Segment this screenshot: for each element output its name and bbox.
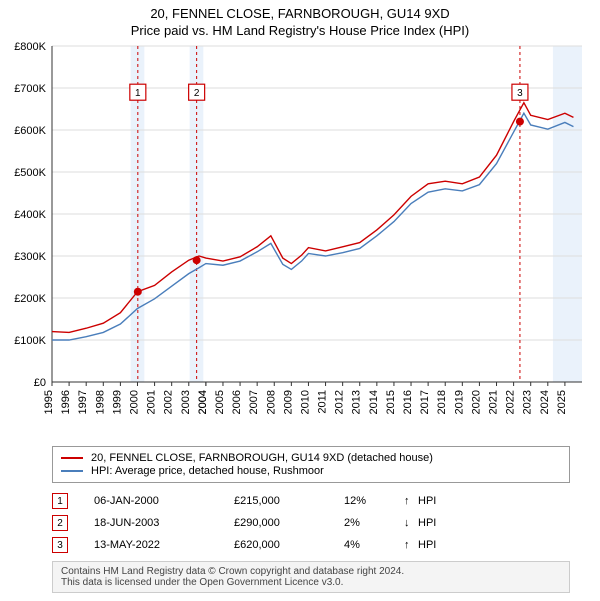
marker-badge-2: 2	[189, 84, 205, 100]
legend-swatch	[61, 470, 83, 472]
x-tick-label: 2004	[197, 390, 209, 414]
transaction-hpi: HPI	[418, 517, 436, 529]
x-tick-label: 2002	[163, 390, 175, 414]
x-tick-label: 2003	[180, 390, 192, 414]
transaction-price: £290,000	[234, 517, 344, 529]
legend-item: 20, FENNEL CLOSE, FARNBOROUGH, GU14 9XD …	[61, 452, 561, 464]
transaction-date: 13-MAY-2022	[94, 539, 234, 551]
transaction-row: 3 13-MAY-2022£620,0004%↑HPI	[52, 537, 570, 553]
y-tick-label: £200K	[14, 293, 46, 305]
x-tick-label: 2012	[334, 390, 346, 414]
legend-label: HPI: Average price, detached house, Rush…	[91, 465, 324, 477]
transaction-badge: 1	[52, 493, 68, 509]
transaction-arrow: ↓	[404, 517, 418, 529]
x-tick-label: 2010	[299, 390, 311, 414]
x-tick-label: 2014	[368, 390, 380, 414]
x-tick-label: 2020	[470, 390, 482, 414]
transaction-pct: 2%	[344, 517, 404, 529]
transaction-hpi: HPI	[418, 539, 436, 551]
transaction-pct: 12%	[344, 495, 404, 507]
x-tick-label: 2009	[282, 390, 294, 414]
x-tick-label: 1999	[111, 390, 123, 414]
transaction-price: £620,000	[234, 539, 344, 551]
x-tick-label: 2011	[317, 390, 329, 414]
x-tick-label: 2005	[214, 390, 226, 414]
svg-text:3: 3	[517, 88, 523, 99]
transaction-badge: 3	[52, 537, 68, 553]
x-tick-label: 2015	[385, 390, 397, 414]
transaction-date: 06-JAN-2000	[94, 495, 234, 507]
legend: 20, FENNEL CLOSE, FARNBOROUGH, GU14 9XD …	[52, 446, 570, 483]
legend-item: HPI: Average price, detached house, Rush…	[61, 465, 561, 477]
transaction-row: 2 18-JUN-2003£290,0002%↓HPI	[52, 515, 570, 531]
chart-subtitle: Price paid vs. HM Land Registry's House …	[10, 23, 590, 38]
x-tick-label: 2023	[522, 390, 534, 414]
x-tick-label: 2008	[265, 390, 277, 414]
x-tick-label: 2007	[248, 390, 260, 414]
y-tick-label: £700K	[14, 83, 46, 95]
marker-badge-3: 3	[512, 84, 528, 100]
x-tick-label: 2024	[539, 390, 551, 414]
x-tick-label: 2001	[146, 390, 158, 414]
x-tick-label: 1997	[77, 390, 89, 414]
x-tick-label: 2006	[231, 390, 243, 414]
transaction-date: 18-JUN-2003	[94, 517, 234, 529]
transaction-arrow: ↑	[404, 495, 418, 507]
legend-swatch	[61, 457, 83, 459]
y-tick-label: £800K	[14, 41, 46, 53]
y-tick-label: £0	[34, 377, 46, 389]
footnote-line1: Contains HM Land Registry data © Crown c…	[61, 566, 561, 577]
svg-text:1: 1	[135, 88, 141, 99]
footnote-line2: This data is licensed under the Open Gov…	[61, 577, 561, 588]
x-tick-label: 2018	[436, 390, 448, 414]
marker-badge-1: 1	[130, 84, 146, 100]
x-tick-label: 2021	[488, 390, 500, 414]
transaction-row: 1 06-JAN-2000£215,00012%↑HPI	[52, 493, 570, 509]
transaction-price: £215,000	[234, 495, 344, 507]
x-tick-label: 2013	[351, 390, 363, 414]
x-tick-label: 2019	[453, 390, 465, 414]
y-tick-label: £500K	[14, 167, 46, 179]
transaction-badge: 2	[52, 515, 68, 531]
footnote: Contains HM Land Registry data © Crown c…	[52, 561, 570, 593]
y-tick-label: £400K	[14, 209, 46, 221]
page: 20, FENNEL CLOSE, FARNBOROUGH, GU14 9XD …	[0, 0, 600, 593]
chart-title: 20, FENNEL CLOSE, FARNBOROUGH, GU14 9XD	[10, 6, 590, 21]
x-tick-label: 2016	[402, 390, 414, 414]
transactions-table: 106-JAN-2000£215,00012%↑HPI218-JUN-2003£…	[52, 493, 570, 553]
y-tick-label: £300K	[14, 251, 46, 263]
title-block: 20, FENNEL CLOSE, FARNBOROUGH, GU14 9XD …	[0, 0, 600, 40]
transaction-pct: 4%	[344, 539, 404, 551]
x-tick-label: 2000	[128, 390, 140, 414]
chart-area: £0 £100K £200K £300K £400K £500K £600K £700K £80…	[0, 40, 600, 440]
x-tick-label: 2025	[556, 390, 568, 414]
transaction-hpi: HPI	[418, 495, 436, 507]
x-tick-label: 1995	[43, 390, 55, 414]
transaction-arrow: ↑	[404, 539, 418, 551]
x-tick-label: 1996	[60, 390, 72, 414]
y-tick-label: £600K	[14, 125, 46, 137]
chart-svg: £0 £100K £200K £300K £400K £500K £600K £700K £80…	[0, 40, 600, 440]
y-tick-label: £100K	[14, 335, 46, 347]
svg-text:2: 2	[194, 88, 200, 99]
x-tick-label: 1998	[94, 390, 106, 414]
legend-label: 20, FENNEL CLOSE, FARNBOROUGH, GU14 9XD …	[91, 452, 433, 464]
x-tick-label: 2022	[505, 390, 517, 414]
x-tick-label: 2017	[419, 390, 431, 414]
